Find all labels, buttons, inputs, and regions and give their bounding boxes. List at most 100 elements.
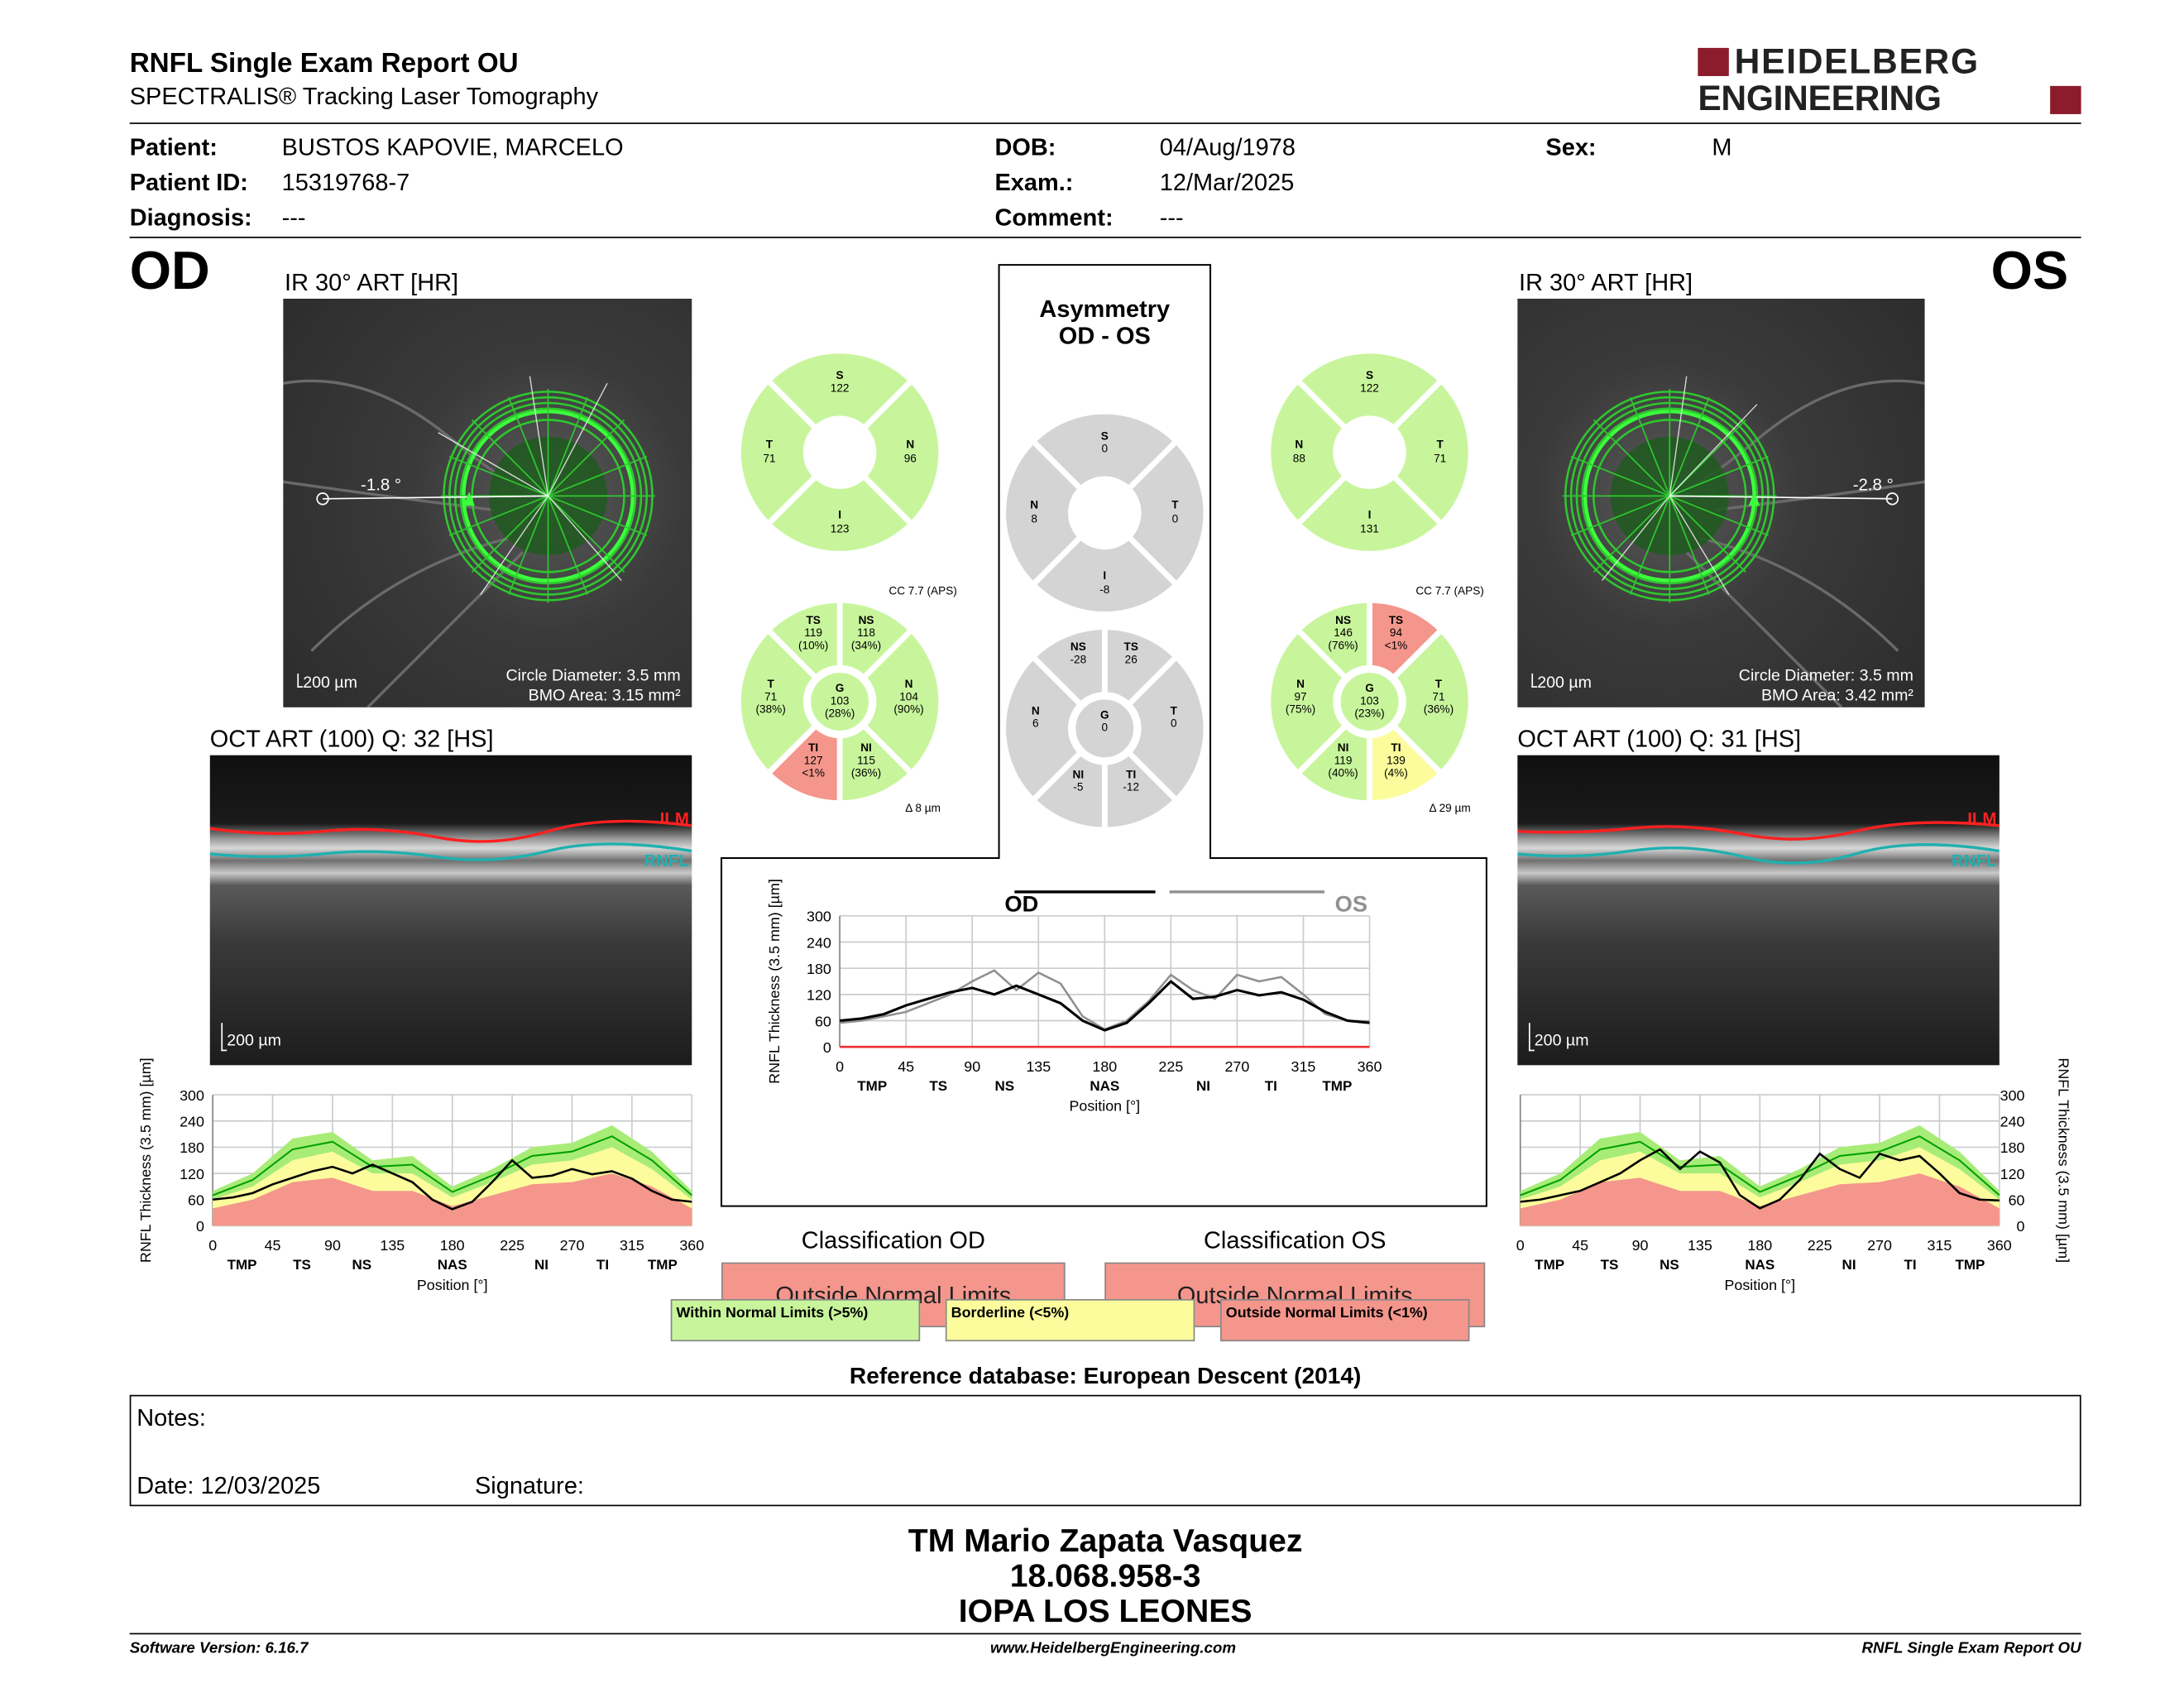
sector-axis-label: NS: [1660, 1257, 1679, 1273]
sector-text: 103: [831, 694, 850, 707]
x-tick-label: 270: [1867, 1237, 1892, 1254]
sector-text: <1%: [802, 767, 825, 779]
sector-text: 96: [904, 453, 917, 465]
bmoc-os: Δ 29 µm: [1429, 802, 1470, 814]
sector-text: (23%): [1354, 707, 1384, 720]
sector-text: 146: [1334, 626, 1353, 639]
sector-text: 94: [1390, 626, 1403, 639]
sector-text: 104: [899, 690, 918, 703]
sector-axis-label: TI: [1904, 1257, 1917, 1273]
sector-text: NI: [860, 741, 872, 754]
ir-title-os: IR 30° ART [HR]: [1519, 269, 1693, 296]
sector-text: N: [905, 678, 913, 690]
circle-diameter-os: Circle Diameter: 3.5 mm: [1738, 668, 1913, 685]
sector-T: [1124, 652, 1209, 804]
sector-text: (36%): [851, 767, 881, 779]
sector-global: [1336, 668, 1403, 736]
sector-text: NI: [1338, 741, 1349, 754]
y-tick-label: 0: [823, 1039, 831, 1056]
sector-axis-label: TS: [1601, 1257, 1619, 1273]
sector-text: TI: [1126, 768, 1136, 780]
website: www.HeidelbergEngineering.com: [990, 1640, 1237, 1657]
legend-outside: Outside Normal Limits (<1%): [1219, 1298, 1470, 1342]
y-tick-label: 60: [188, 1192, 204, 1209]
sector-I: [1028, 532, 1181, 617]
sector-text: N: [1295, 438, 1303, 450]
y-tick-label: 300: [807, 909, 831, 925]
sector-S: [1293, 348, 1446, 433]
sector-text: 71: [763, 453, 775, 465]
sector-NS: [1028, 624, 1108, 709]
bmoc-od: Δ 8 µm: [905, 802, 941, 814]
sector-text: T: [1171, 499, 1179, 511]
reference-database: Reference database: European Descent (20…: [849, 1364, 1362, 1389]
bmo-area-os: BMO Area: 3.42 mm²: [1760, 687, 1913, 705]
sector-text: 131: [1360, 523, 1379, 535]
sector-text: (40%): [1328, 767, 1358, 779]
legend-borderline: Borderline (<5%): [945, 1298, 1195, 1342]
sector-text: I: [838, 509, 841, 521]
sector-text: N: [1032, 704, 1040, 717]
bmo-area-od: BMO Area: 3.15 mm²: [528, 687, 681, 705]
x-tick-label: 45: [1572, 1237, 1588, 1254]
heidelberg-logo: HEIDELBERG ENGINEERING: [1698, 44, 2081, 118]
x-tick-label: 315: [620, 1237, 644, 1254]
sector-text: 123: [831, 523, 850, 535]
sector-text: I: [1103, 569, 1106, 582]
sector-text: N: [1296, 678, 1305, 690]
report-title: RNFL Single Exam Report OU: [129, 47, 519, 79]
oct-scale-text-os: 200 µm: [1534, 1033, 1589, 1050]
ir-image-os: -2.8 ° 200 µm Circle Diameter: 3.5 mm BM…: [1517, 298, 1925, 707]
sector-text: G: [1100, 708, 1109, 721]
rnfl-label-os: RNFL: [1951, 851, 1997, 871]
x-tick-label: 270: [1224, 1058, 1249, 1075]
sector-text: I: [1368, 509, 1372, 521]
sector-axis-label: TMP: [857, 1078, 887, 1094]
sector-text: (76%): [1328, 640, 1358, 652]
divider: [129, 122, 2081, 124]
asymmetry-title-1: Asymmetry: [1039, 295, 1171, 323]
scale-text-os: 200 µm: [1537, 674, 1592, 693]
sector-text: T: [1435, 678, 1443, 690]
patient-values: BUSTOS KAPOVIE, MARCELO 15319768-7 ---: [282, 130, 624, 236]
onh-overlay-od: [283, 376, 655, 707]
x-tick-label: 360: [679, 1237, 704, 1254]
y-tick-label: 120: [180, 1166, 204, 1182]
series-od-thickness: [213, 1158, 692, 1211]
y-tick-label: 120: [807, 987, 831, 1004]
y-tick-label: 120: [2000, 1166, 2025, 1182]
legend-line-od: [1014, 890, 1156, 894]
y-tick-label: 0: [196, 1218, 204, 1235]
sector-text: <1%: [1385, 640, 1408, 652]
signer-block: TM Mario Zapata Vasquez 18.068.958-3 IOP…: [130, 1523, 2081, 1629]
sector-N: [1000, 652, 1085, 804]
diagnosis-label: Diagnosis:: [129, 204, 252, 232]
exam-date: 12/Mar/2025: [1159, 169, 1295, 196]
x-tick-label: 225: [500, 1237, 524, 1254]
x-tick-label: 90: [1632, 1237, 1649, 1254]
sector-text: 139: [1387, 754, 1406, 766]
signature-label: Signature:: [474, 1472, 584, 1499]
sector-text: -8: [1099, 583, 1109, 596]
x-tick-label: 360: [1987, 1237, 2012, 1254]
oct-scale-text-od: 200 µm: [227, 1033, 281, 1050]
logo-square-top: [1698, 47, 1729, 76]
signer-org: IOPA LOS LEONES: [958, 1592, 1252, 1629]
sector-text: -28: [1070, 654, 1087, 666]
legend-os: OS: [1335, 891, 1367, 917]
sector-R: [1124, 437, 1209, 589]
sector-axis-label: TS: [929, 1078, 947, 1094]
sector-axis-label: TMP: [648, 1257, 678, 1273]
classification-od-title: Classification OD: [801, 1227, 985, 1254]
sector-axis-label: TMP: [1955, 1257, 1985, 1273]
report-subtitle: SPECTRALIS® Tracking Laser Tomography: [129, 83, 599, 110]
scale-text-od: 200 µm: [303, 674, 357, 693]
scale-bar-od: 200 µm: [297, 673, 357, 693]
sector-text: (10%): [798, 640, 828, 652]
y-tick-label: 180: [180, 1139, 204, 1156]
sector-text: TS: [806, 614, 820, 626]
sector-axis-label: NS: [995, 1078, 1015, 1094]
sector-R: [860, 376, 945, 529]
